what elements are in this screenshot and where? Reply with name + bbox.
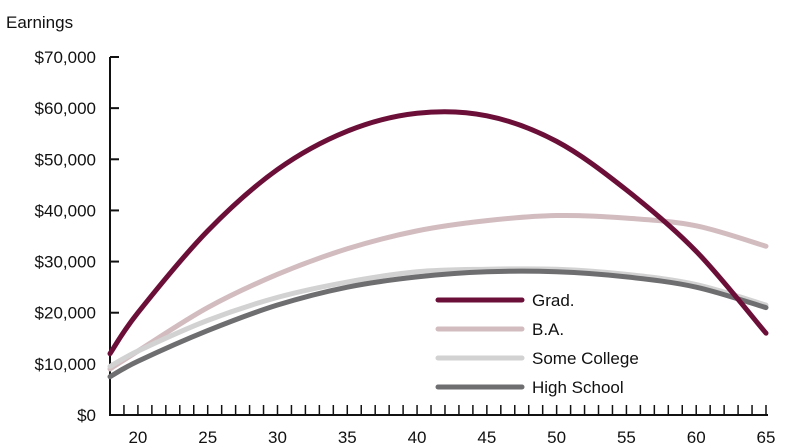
y-tick-label: $0 [77, 406, 96, 425]
x-tick-label: 20 [128, 428, 147, 446]
axes: $0 $10,000 $20,000 $30,000 $40,000 $50,000 $60… [35, 48, 776, 446]
legend-label: High School [532, 378, 624, 397]
series-layer [107, 109, 769, 380]
x-tick-label: 55 [617, 428, 636, 446]
x-tick-label: 50 [547, 428, 566, 446]
y-tick-label: $60,000 [35, 99, 96, 118]
x-tick-label: 45 [477, 428, 496, 446]
y-tick-label: $30,000 [35, 253, 96, 272]
x-tick-label: 65 [757, 428, 776, 446]
series-line-b-a [107, 212, 769, 372]
y-tick-label: $20,000 [35, 304, 96, 323]
x-tick-label: 40 [408, 428, 427, 446]
legend-label: Grad. [532, 291, 575, 310]
y-axis-title: Earnings [6, 13, 73, 32]
y-tick-label: $50,000 [35, 150, 96, 169]
y-tick-label: $40,000 [35, 201, 96, 220]
series-line-grad [107, 109, 769, 357]
y-tick-label: $10,000 [35, 355, 96, 374]
legend-label: Some College [532, 349, 639, 368]
x-tick-label: 60 [687, 428, 706, 446]
legend: Grad. B.A. Some College High School [435, 291, 639, 397]
legend-label: B.A. [532, 320, 564, 339]
x-tick-label: 35 [338, 428, 357, 446]
series-line-some-college [107, 266, 769, 369]
x-tick-label: 30 [268, 428, 287, 446]
y-tick-label: $70,000 [35, 48, 96, 67]
series-line-high-school [107, 268, 769, 380]
x-tick-label: 25 [198, 428, 217, 446]
